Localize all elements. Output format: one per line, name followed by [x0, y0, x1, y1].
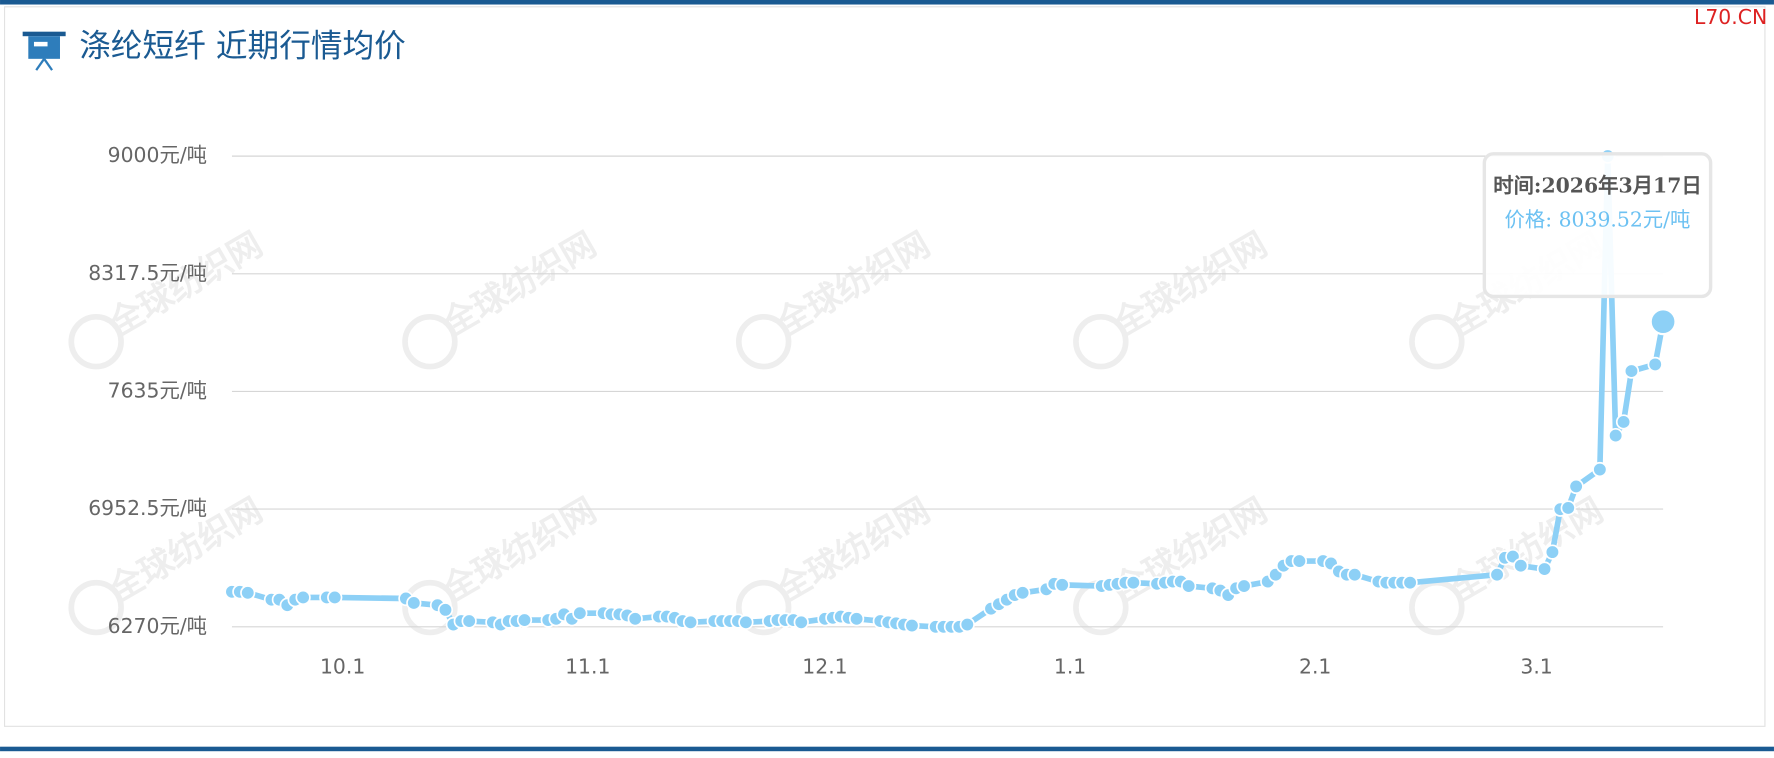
y-tick-label: 9000元/吨 [108, 143, 207, 167]
data-point [1615, 414, 1632, 430]
data-point [1125, 574, 1141, 591]
watermark-text: 全球纺织网 [769, 225, 937, 345]
x-tick-label: 1.1 [1054, 654, 1086, 678]
data-point [461, 613, 477, 629]
watermark-logo [1409, 313, 1465, 370]
watermark-text: 全球纺织网 [435, 225, 603, 345]
data-point [572, 605, 588, 621]
data-point [738, 614, 754, 630]
y-tick-label: 6952.5元/吨 [88, 496, 207, 520]
y-tick-label: 8317.5元/吨 [88, 261, 207, 285]
tooltip-price: 价格: 8039.52元/吨 [1504, 208, 1691, 232]
data-point [516, 612, 533, 628]
x-tick-label: 10.1 [320, 654, 365, 678]
data-point [1513, 558, 1529, 574]
data-point [904, 617, 920, 634]
tooltip-time: 时间:2026年3月17日 [1493, 174, 1702, 198]
plot: 6270元/吨 6952.5元/吨 7635元/吨 8317.5元/吨 9000元/吨 1… [88, 143, 1677, 678]
data-point [682, 614, 699, 630]
y-tick-label: 6270元/吨 [108, 614, 207, 638]
data-point [1291, 553, 1308, 569]
data-point [1623, 363, 1640, 379]
watermark-logo [402, 313, 458, 370]
data-point [327, 589, 343, 606]
x-tick-label: 11.1 [565, 654, 610, 678]
data-point [959, 616, 975, 633]
data-point [1181, 578, 1197, 594]
data-point [1536, 561, 1553, 577]
data-point [1489, 567, 1505, 583]
data-point [1347, 567, 1363, 583]
watermark-text: 全球纺织网 [435, 490, 603, 610]
y-tick-label: 7635元/吨 [108, 378, 207, 402]
data-point [1592, 461, 1608, 478]
data-point [240, 585, 256, 601]
data-point [1649, 308, 1677, 336]
data-point [1236, 578, 1252, 594]
data-point [1568, 478, 1584, 495]
data-point [627, 611, 643, 627]
tooltip: 时间:2026年3月17日 价格: 8039.52元/吨 [1482, 152, 1713, 299]
watermark-logo [735, 579, 792, 636]
x-tick-label: 2.1 [1299, 654, 1331, 678]
watermark-logo [735, 313, 792, 370]
top-bar [0, 0, 1774, 5]
watermark-logo [402, 579, 458, 636]
data-point [848, 611, 865, 627]
data-point [295, 589, 311, 606]
x-tick-label: 3.1 [1520, 654, 1552, 678]
data-point [1560, 500, 1576, 516]
x-tick-label: 12.1 [802, 654, 847, 678]
data-point [437, 602, 454, 618]
watermark-logo [68, 579, 124, 636]
data-point [1608, 427, 1624, 444]
panel [3, 6, 1766, 727]
site-mark: L70.CN [1694, 5, 1767, 29]
watermark-text: 全球纺织网 [769, 490, 937, 610]
data-point [406, 595, 422, 611]
bottom-bar [0, 746, 1774, 752]
data-point [793, 614, 809, 630]
data-point [1402, 574, 1418, 591]
data-point [1647, 356, 1663, 373]
data-point [1544, 544, 1561, 560]
watermark-text: 全球纺织网 [1442, 490, 1610, 610]
data-point [1015, 585, 1031, 601]
data-point [1054, 577, 1070, 593]
title: 涤纶短纤 近期行情均价 [79, 29, 406, 65]
watermark-logo [68, 313, 124, 370]
title-icon [22, 31, 66, 71]
watermark-logo [1073, 313, 1129, 370]
watermark-text: 全球纺织网 [1106, 225, 1274, 345]
